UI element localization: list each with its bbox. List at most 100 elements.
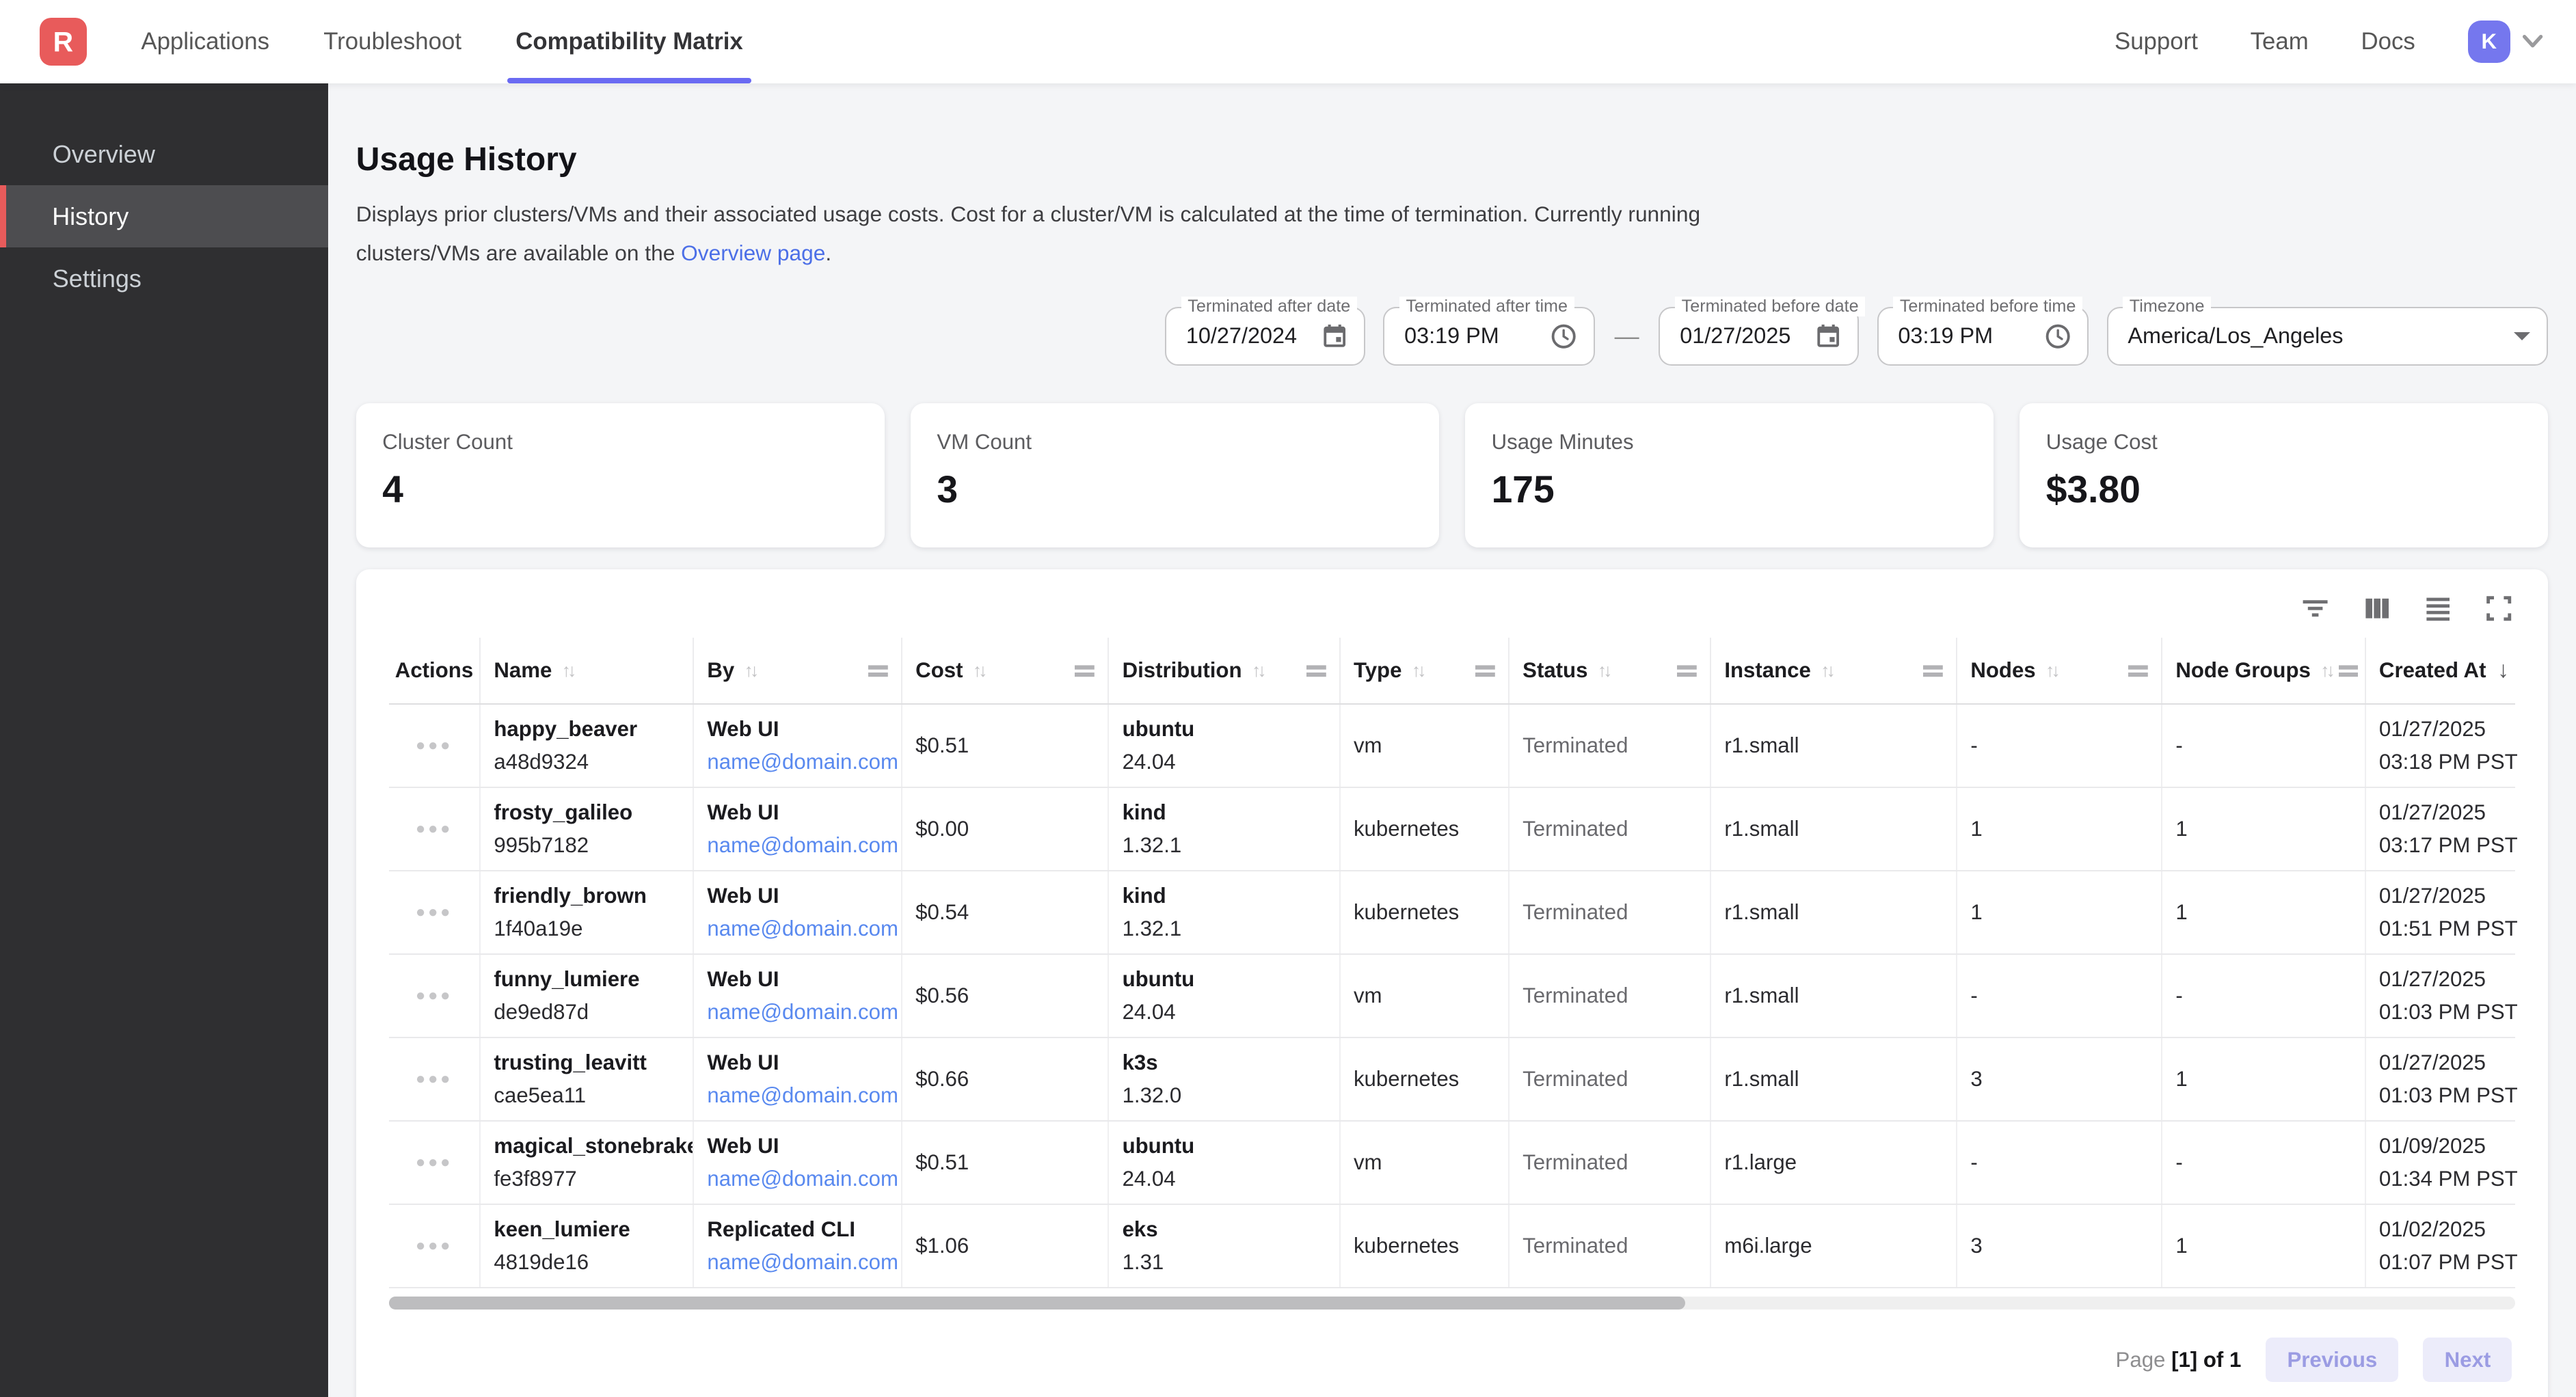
nav-tab-applications[interactable]: Applications <box>141 0 269 83</box>
sort-icon[interactable]: ↑↓ <box>973 660 984 681</box>
cell-actions[interactable]: ●●● <box>389 955 481 1037</box>
column-header-type[interactable]: Type↑↓ <box>1341 638 1510 703</box>
email-link[interactable]: name@domain.com <box>707 1000 887 1025</box>
columns-icon[interactable] <box>2364 595 2390 621</box>
column-menu-icon[interactable] <box>2122 664 2148 679</box>
column-header-node-groups[interactable]: Node Groups↑↓ <box>2162 638 2366 703</box>
column-header-created-at[interactable]: Created At↓ <box>2366 638 2530 703</box>
column-menu-icon[interactable] <box>1671 664 1697 679</box>
nav-tab-compatibility-matrix[interactable]: Compatibility Matrix <box>515 0 743 83</box>
more-horizontal-icon[interactable]: ●●● <box>416 988 453 1004</box>
clock-icon[interactable] <box>2045 323 2071 349</box>
density-icon[interactable] <box>2425 595 2451 621</box>
more-horizontal-icon[interactable]: ●●● <box>416 1238 453 1254</box>
created-time: 03:18 PM PST <box>2379 750 2517 774</box>
email-link[interactable]: name@domain.com <box>707 1250 887 1275</box>
replicated-logo[interactable]: R <box>40 18 88 66</box>
column-header-distribution[interactable]: Distribution↑↓ <box>1109 638 1340 703</box>
nav-tab-troubleshoot[interactable]: Troubleshoot <box>323 0 461 83</box>
avatar[interactable]: K <box>2468 21 2510 63</box>
column-header-name[interactable]: Name↑↓ <box>481 638 694 703</box>
cell-by: Replicated CLIname@domain.com <box>694 1205 902 1287</box>
cell-created-at: 01/27/202501:03 PM PST <box>2366 955 2530 1037</box>
horizontal-scrollbar-track[interactable] <box>389 1297 2515 1310</box>
sort-icon[interactable]: ↑↓ <box>1821 660 1832 681</box>
sort-desc-icon[interactable]: ↓ <box>2497 657 2509 683</box>
column-menu-icon[interactable] <box>861 664 887 679</box>
instance-value: m6i.large <box>1724 1234 1943 1258</box>
usage-table-card: Actions Name↑↓ By↑↓ Cost↑↓ Distribution↑… <box>356 569 2548 1397</box>
more-horizontal-icon[interactable]: ●●● <box>416 904 453 921</box>
cell-actions[interactable]: ●●● <box>389 705 481 787</box>
sort-icon[interactable]: ↑↓ <box>2320 660 2332 681</box>
more-horizontal-icon[interactable]: ●●● <box>416 737 453 754</box>
sidebar-item-settings[interactable]: Settings <box>0 247 328 310</box>
column-menu-icon[interactable] <box>1069 664 1095 679</box>
cell-actions[interactable]: ●●● <box>389 1122 481 1204</box>
cell-actions[interactable]: ●●● <box>389 788 481 870</box>
cell-node-groups: 1 <box>2162 788 2366 870</box>
created-by-source: Web UI <box>707 717 887 742</box>
cell-type: kubernetes <box>1341 1038 1510 1120</box>
fullscreen-icon[interactable] <box>2486 595 2512 621</box>
email-link[interactable]: name@domain.com <box>707 833 887 858</box>
sort-icon[interactable]: ↑↓ <box>562 660 574 681</box>
sidebar-item-history[interactable]: History <box>0 185 328 247</box>
column-menu-icon[interactable] <box>1917 664 1943 679</box>
email-link[interactable]: name@domain.com <box>707 917 887 941</box>
terminated-before-date-field[interactable]: Terminated before date 01/27/2025 <box>1659 307 1859 366</box>
cell-actions[interactable]: ●●● <box>389 1038 481 1120</box>
sort-icon[interactable]: ↑↓ <box>1252 660 1263 681</box>
cell-actions[interactable]: ●●● <box>389 871 481 953</box>
column-header-by[interactable]: By↑↓ <box>694 638 902 703</box>
terminated-after-time-field[interactable]: Terminated after time 03:19 PM <box>1383 307 1595 366</box>
next-button[interactable]: Next <box>2423 1338 2512 1382</box>
timezone-select[interactable]: Timezone America/Los_Angeles <box>2107 307 2549 366</box>
cell-distribution: kind1.32.1 <box>1109 871 1340 953</box>
email-link[interactable]: name@domain.com <box>707 1167 887 1191</box>
nav-link-docs[interactable]: Docs <box>2361 28 2415 55</box>
more-horizontal-icon[interactable]: ●●● <box>416 1154 453 1171</box>
column-header-status[interactable]: Status↑↓ <box>1510 638 1711 703</box>
nav-link-team[interactable]: Team <box>2251 28 2309 55</box>
column-header-instance[interactable]: Instance↑↓ <box>1711 638 1957 703</box>
cluster-id: 4819de16 <box>494 1250 680 1275</box>
terminated-before-time-value[interactable]: 03:19 PM <box>1898 323 1993 349</box>
overview-page-link[interactable]: Overview page <box>681 241 825 265</box>
stat-value: 3 <box>937 467 1412 511</box>
sort-icon[interactable]: ↑↓ <box>1598 660 1609 681</box>
terminated-before-date-value[interactable]: 01/27/2025 <box>1680 323 1790 349</box>
nav-link-support[interactable]: Support <box>2115 28 2198 55</box>
clock-icon[interactable] <box>1551 323 1577 349</box>
previous-button[interactable]: Previous <box>2266 1338 2398 1382</box>
stat-label: Cluster Count <box>382 430 858 455</box>
column-menu-icon[interactable] <box>2332 664 2358 679</box>
email-link[interactable]: name@domain.com <box>707 1083 887 1108</box>
column-header-nodes-label: Nodes <box>1970 658 2035 683</box>
cell-actions[interactable]: ●●● <box>389 1205 481 1287</box>
column-menu-icon[interactable] <box>1300 664 1326 679</box>
column-header-nodes[interactable]: Nodes ↑↓ <box>1957 638 2162 703</box>
filter-icon[interactable] <box>2300 595 2330 621</box>
dropdown-arrow-icon[interactable] <box>2514 332 2530 340</box>
sort-icon[interactable]: ↑↓ <box>2045 660 2057 681</box>
email-link[interactable]: name@domain.com <box>707 750 887 774</box>
horizontal-scrollbar-thumb[interactable] <box>389 1297 1685 1310</box>
timezone-value[interactable]: America/Los_Angeles <box>2128 323 2343 349</box>
more-horizontal-icon[interactable]: ●●● <box>416 821 453 837</box>
more-horizontal-icon[interactable]: ●●● <box>416 1071 453 1087</box>
sort-icon[interactable]: ↑↓ <box>744 660 756 681</box>
terminated-after-time-value[interactable]: 03:19 PM <box>1404 323 1499 349</box>
calendar-icon[interactable] <box>1815 323 1841 349</box>
calendar-icon[interactable] <box>1321 323 1347 349</box>
column-header-cost[interactable]: Cost↑↓ <box>902 638 1109 703</box>
sidebar-item-overview[interactable]: Overview <box>0 123 328 185</box>
cell-type: kubernetes <box>1341 1205 1510 1287</box>
column-menu-icon[interactable] <box>1468 664 1494 679</box>
chevron-down-icon[interactable] <box>2522 34 2543 49</box>
terminated-after-date-field[interactable]: Terminated after date 10/27/2024 <box>1165 307 1365 366</box>
sort-icon[interactable]: ↑↓ <box>1412 660 1423 681</box>
terminated-before-time-field[interactable]: Terminated before time 03:19 PM <box>1877 307 2089 366</box>
date-range-separator: — <box>1613 322 1641 351</box>
terminated-after-date-value[interactable]: 10/27/2024 <box>1186 323 1297 349</box>
